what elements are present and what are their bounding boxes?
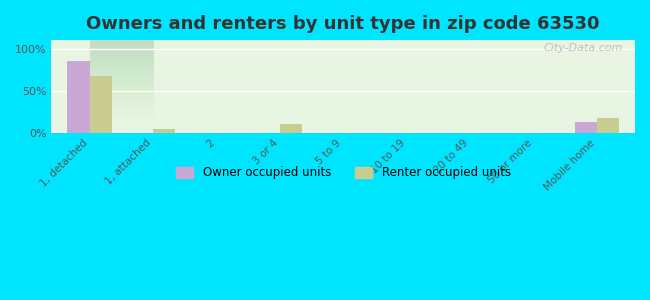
Bar xyxy=(597,118,619,133)
Text: City-Data.com: City-Data.com xyxy=(544,43,623,53)
Legend: Owner occupied units, Renter occupied units: Owner occupied units, Renter occupied un… xyxy=(171,162,515,184)
Title: Owners and renters by unit type in zip code 63530: Owners and renters by unit type in zip c… xyxy=(86,15,600,33)
Bar xyxy=(90,76,112,133)
Bar xyxy=(153,129,175,133)
Bar xyxy=(280,124,302,133)
Bar xyxy=(68,61,90,133)
Bar xyxy=(575,122,597,133)
